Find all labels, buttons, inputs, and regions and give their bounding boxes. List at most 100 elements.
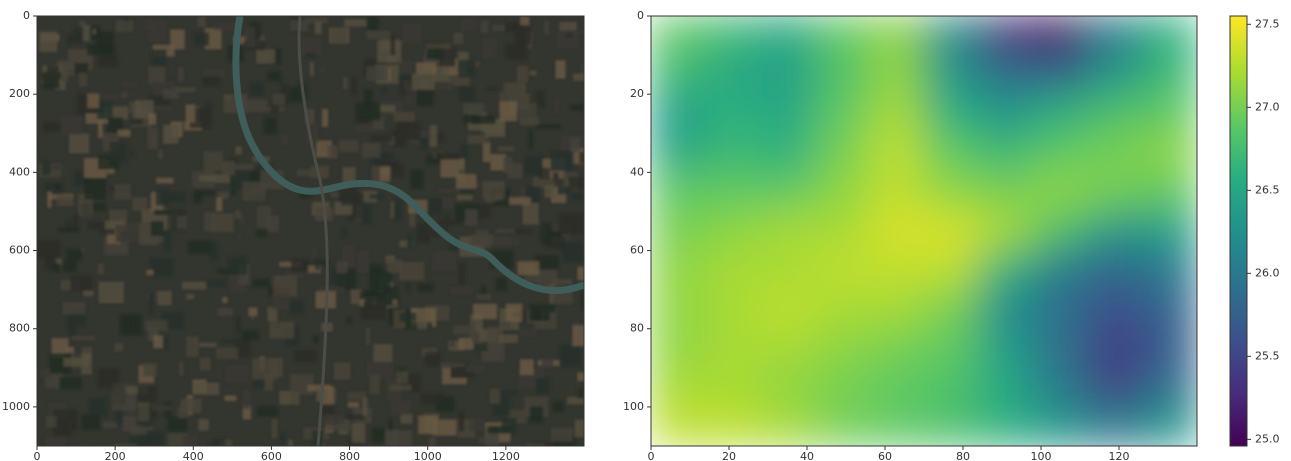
y-tick-label: 40 [630, 165, 644, 178]
texture [200, 358, 211, 371]
heat-cell [651, 328, 707, 368]
texture [45, 437, 67, 452]
texture [465, 209, 478, 225]
heat-cell [924, 289, 980, 329]
heat-cell [1087, 250, 1143, 290]
texture [387, 430, 412, 451]
texture [458, 60, 475, 78]
heat-cell [814, 406, 870, 446]
texture [570, 137, 580, 152]
heat-cell [1033, 250, 1089, 290]
texture [388, 260, 403, 273]
x-tick-label: 0 [34, 450, 41, 461]
texture [416, 62, 436, 74]
heat-cell [651, 250, 707, 290]
heat-cell [760, 94, 816, 134]
heat-cell [978, 289, 1034, 329]
y-tick-label: 60 [630, 244, 644, 257]
texture [178, 407, 188, 418]
heat-cell [1087, 406, 1143, 446]
texture [319, 67, 325, 72]
x-tick-label: 40 [800, 450, 814, 461]
texture [377, 41, 401, 63]
texture [75, 63, 89, 73]
texture [213, 439, 226, 449]
texture [364, 89, 372, 104]
x-tick-label: 20 [722, 450, 736, 461]
texture [148, 66, 165, 85]
heat-cell [651, 133, 707, 173]
texture [272, 94, 285, 105]
texture [146, 320, 168, 331]
texture [186, 336, 198, 356]
texture [81, 203, 92, 218]
y-tick-label: 400 [9, 165, 30, 178]
heat-cell [814, 133, 870, 173]
heat-cell [869, 328, 925, 368]
texture [149, 292, 153, 314]
texture [63, 260, 77, 272]
x-tick-label: 600 [261, 450, 282, 461]
texture [541, 224, 547, 237]
texture [161, 192, 186, 203]
heat-cell [760, 133, 816, 173]
texture [198, 16, 206, 27]
heat-cell [760, 16, 816, 56]
texture [412, 74, 434, 90]
texture [130, 151, 135, 156]
texture [418, 416, 438, 434]
texture [87, 93, 99, 108]
texture [529, 304, 550, 320]
texture [437, 153, 460, 160]
y-tick-label: 600 [9, 244, 30, 257]
texture [100, 229, 115, 235]
figure: 0200400600800100012000200400600800100025… [0, 0, 1291, 461]
x-tick-label: 80 [956, 450, 970, 461]
texture [393, 199, 402, 220]
texture [578, 381, 598, 399]
x-tick-label: 0 [648, 450, 655, 461]
texture [62, 302, 85, 314]
texture [114, 343, 123, 352]
heat-cell [760, 328, 816, 368]
texture [457, 195, 473, 201]
heat-cell [651, 172, 707, 212]
texture [438, 189, 460, 193]
texture [539, 168, 550, 179]
texture [315, 22, 322, 35]
texture [42, 161, 50, 175]
texture [569, 177, 591, 189]
texture [170, 30, 185, 50]
texture [66, 221, 73, 228]
texture [362, 398, 367, 416]
texture [301, 38, 322, 55]
texture [371, 136, 392, 141]
texture [500, 101, 518, 121]
texture [186, 104, 195, 122]
texture [420, 138, 427, 150]
heat-cell [869, 16, 925, 56]
texture [243, 390, 250, 409]
x-tick-label: 200 [105, 450, 126, 461]
heat-cell [651, 211, 707, 251]
texture [453, 33, 463, 44]
heat-cell [924, 367, 980, 407]
texture [204, 280, 226, 286]
heat-cell [1142, 16, 1198, 56]
heat-cell [978, 250, 1034, 290]
texture [164, 335, 168, 350]
texture [372, 428, 385, 433]
texture [98, 263, 104, 274]
texture [470, 418, 484, 431]
heat-cell [978, 367, 1034, 407]
texture [344, 19, 369, 27]
heat-cell [651, 16, 707, 56]
texture [194, 383, 219, 395]
texture [356, 103, 380, 120]
heat-cell [1033, 133, 1089, 173]
texture [498, 146, 514, 151]
texture [154, 210, 171, 215]
heat-cell [814, 211, 870, 251]
texture [366, 327, 371, 345]
texture [575, 420, 589, 437]
